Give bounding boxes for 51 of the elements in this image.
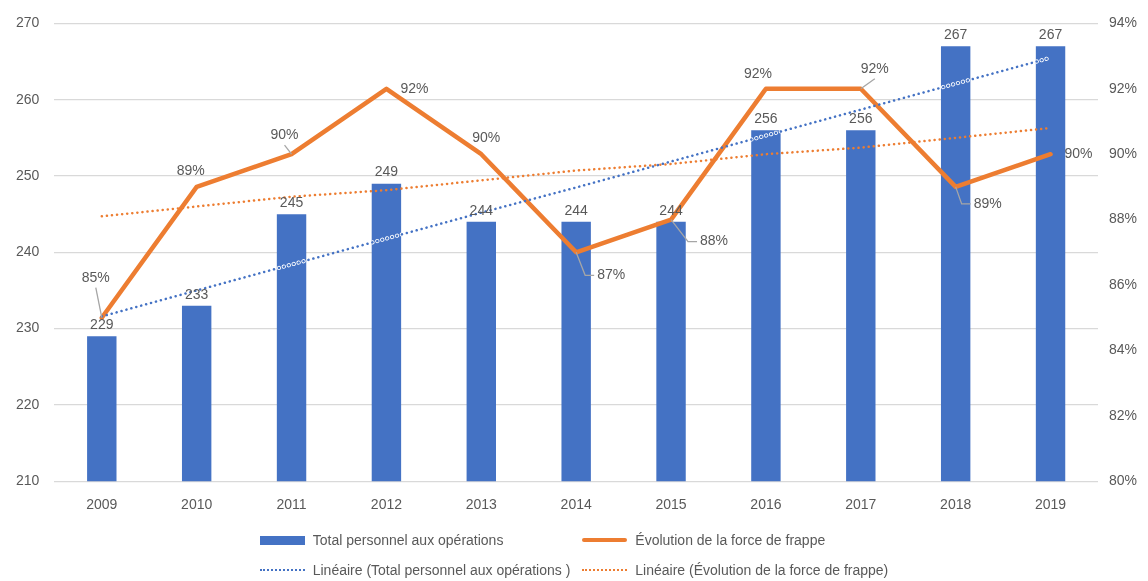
data-label: 88% [700, 232, 729, 249]
data-label: 256 [849, 110, 873, 127]
legend-label: Total personnel aux opérations [312, 532, 504, 548]
y-tick-label: 210 [16, 472, 40, 489]
data-label: 256 [754, 110, 778, 127]
data-label: 229 [90, 316, 114, 333]
x-tick-label: 2014 [560, 496, 592, 513]
y2-tick-label: 90% [1108, 145, 1138, 162]
x-tick-label: 2009 [86, 496, 118, 513]
data-label: 249 [374, 163, 399, 180]
y-tick-label: 220 [16, 395, 40, 412]
data-label: 90% [1064, 145, 1093, 162]
x-tick-label: 2019 [1034, 496, 1067, 513]
x-tick-label: 2017 [845, 496, 877, 513]
data-label: 90% [270, 126, 299, 143]
x-tick-label: 2010 [181, 496, 213, 513]
y2-tick-label: 80% [1108, 472, 1138, 489]
y-tick-label: 240 [16, 243, 40, 260]
data-label: 244 [469, 201, 494, 218]
data-label: 87% [597, 266, 626, 283]
legend-label: Linéaire (Évolution de la force de frappe) [635, 562, 889, 578]
data-label: 267 [943, 26, 968, 43]
data-label: 89% [176, 161, 205, 178]
data-label: 90% [472, 129, 501, 146]
legend-label: Évolution de la force de frappe [635, 532, 826, 548]
y2-tick-label: 82% [1108, 406, 1138, 423]
legend-label: Linéaire (Total personnel aux opérations ) [312, 562, 571, 578]
data-label: 244 [564, 201, 589, 218]
x-tick-label: 2016 [750, 496, 782, 513]
data-label: 92% [860, 59, 889, 76]
x-tick-label: 2012 [370, 496, 403, 513]
data-label: 233 [184, 285, 209, 302]
y2-tick-label: 84% [1108, 341, 1138, 358]
data-label: 92% [400, 79, 429, 96]
y2-tick-label: 86% [1108, 275, 1138, 292]
data-label: 89% [973, 194, 1002, 211]
data-label: 245 [279, 194, 304, 211]
x-tick-label: 2018 [940, 496, 972, 513]
y-tick-label: 260 [16, 90, 40, 107]
data-label: 92% [743, 64, 772, 81]
y-tick-label: 270 [16, 14, 40, 31]
data-label: 85% [81, 268, 110, 285]
y-tick-label: 250 [16, 166, 40, 183]
data-label: 267 [1038, 26, 1063, 43]
y2-tick-label: 88% [1108, 210, 1138, 227]
y2-tick-label: 94% [1108, 14, 1138, 31]
y-tick-label: 230 [16, 319, 40, 336]
x-tick-label: 2015 [655, 496, 687, 513]
x-tick-label: 2013 [465, 496, 498, 513]
x-tick-label: 2011 [276, 496, 307, 513]
y2-tick-label: 92% [1108, 79, 1138, 96]
